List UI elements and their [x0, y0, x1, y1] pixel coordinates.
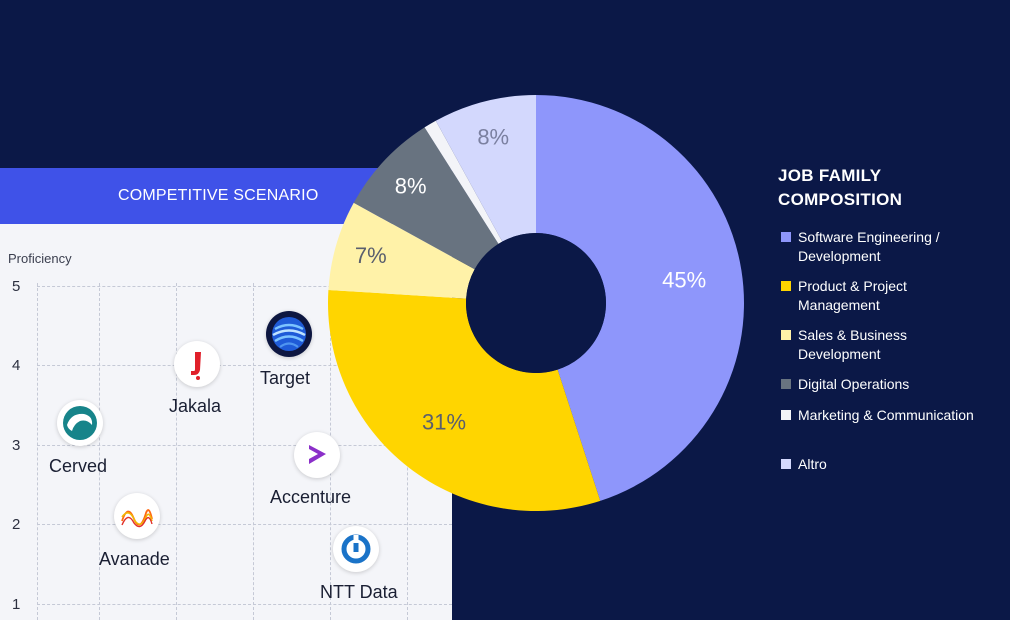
slice-value-label: 8% [477, 124, 509, 149]
donut-slice [435, 95, 536, 242]
donut-slice [424, 120, 503, 244]
legend-swatch [781, 410, 791, 420]
proficiency-axis-label: Proficiency [8, 251, 72, 266]
company-label: NTT Data [320, 582, 398, 602]
legend-swatch [781, 459, 791, 469]
legend-title: JOB FAMILY COMPOSITION [778, 166, 903, 209]
donut-slice [328, 289, 601, 512]
slice-value-label: 7% [355, 243, 387, 268]
legend-label: Digital Operations [798, 376, 910, 392]
legend-swatch [781, 379, 791, 389]
donut-hole [466, 233, 606, 373]
y-tick-1: 1 [12, 596, 21, 613]
grid-vline [37, 283, 38, 620]
company-label: Cerved [49, 456, 108, 476]
grid-line-2 [37, 524, 452, 525]
company-label: Jakala [169, 396, 222, 416]
legend-label: Marketing & Communication [798, 407, 974, 423]
ntt-data-ring-icon [333, 526, 379, 572]
legend-swatch [781, 281, 791, 291]
target-globe-icon [266, 311, 312, 357]
job-family-donut-chart: 45% 31% 7% 8% 8% [328, 95, 745, 512]
legend-swatch [781, 330, 791, 340]
slice-value-label: 45% [662, 268, 706, 293]
y-tick-4: 4 [12, 357, 21, 374]
legend-label: Altro [798, 456, 827, 472]
slice-value-label: 8% [395, 173, 427, 198]
donut-slice [328, 202, 475, 299]
legend-label: Sales & Business Development [798, 327, 907, 362]
accenture-chevron-icon [294, 432, 340, 478]
donut-slice [353, 127, 499, 270]
grid-line-3 [37, 445, 452, 446]
company-label: Accenture [270, 487, 352, 507]
competitive-scenario-title: COMPETITIVE SCENARIO [118, 187, 319, 204]
legend-swatch [781, 232, 791, 242]
slice-value-label: 31% [422, 410, 466, 435]
company-label: Target [260, 368, 311, 388]
grid-vline [253, 283, 254, 620]
avanade-wave-icon [114, 493, 160, 539]
donut-slice [536, 95, 745, 501]
grid-line-1 [37, 604, 452, 605]
y-tick-2: 2 [12, 516, 21, 533]
y-tick-3: 3 [12, 437, 21, 454]
y-tick-5: 5 [12, 278, 21, 295]
grid-vline [99, 283, 100, 620]
legend-label: Software Engineering / Development [798, 229, 940, 264]
company-label: Avanade [99, 549, 170, 569]
grid-line-5 [37, 286, 452, 287]
grid-vline [176, 283, 177, 620]
legend-label: Product & Project Management [798, 278, 907, 313]
grid-line-4 [37, 365, 452, 366]
jakala-j-icon [174, 341, 220, 387]
cerved-wave-icon [57, 400, 103, 446]
